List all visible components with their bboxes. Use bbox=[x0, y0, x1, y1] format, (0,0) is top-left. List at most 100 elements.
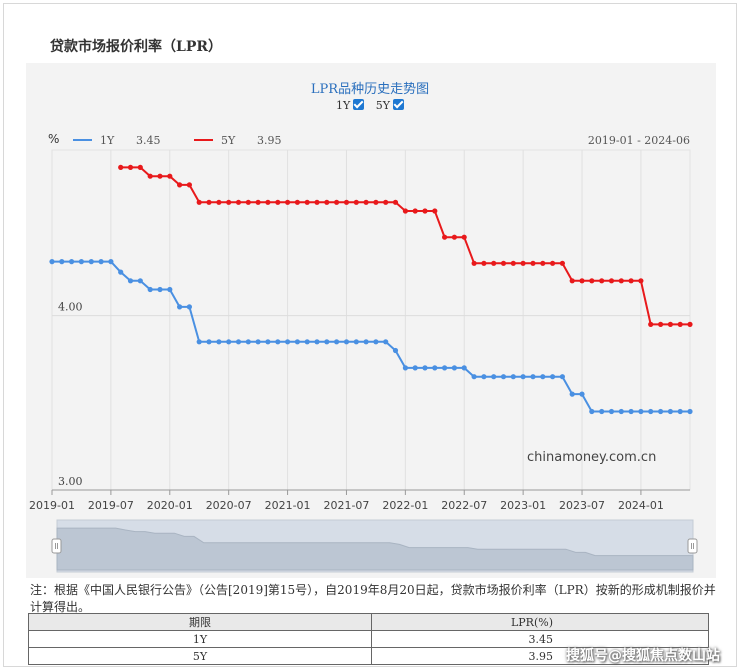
data-point-1y[interactable] bbox=[638, 408, 644, 415]
data-point-1y[interactable] bbox=[363, 339, 369, 345]
legend-1y[interactable]: 1Y 3.45 bbox=[73, 134, 161, 147]
data-point-1y[interactable] bbox=[442, 365, 448, 371]
data-point-5y[interactable] bbox=[324, 199, 330, 205]
data-point-1y[interactable] bbox=[599, 408, 605, 415]
data-point-5y[interactable] bbox=[432, 208, 438, 214]
data-point-5y[interactable] bbox=[157, 173, 163, 179]
data-point-1y[interactable] bbox=[118, 269, 124, 275]
data-point-1y[interactable] bbox=[530, 374, 536, 380]
data-point-1y[interactable] bbox=[461, 365, 467, 371]
data-point-1y[interactable] bbox=[618, 408, 624, 415]
data-point-5y[interactable] bbox=[579, 278, 585, 284]
data-point-5y[interactable] bbox=[363, 199, 369, 205]
data-point-1y[interactable] bbox=[127, 278, 134, 284]
toggle-5y[interactable]: 5Y bbox=[376, 99, 405, 112]
data-point-1y[interactable] bbox=[550, 374, 556, 380]
data-point-1y[interactable] bbox=[422, 365, 428, 371]
data-point-5y[interactable] bbox=[392, 199, 399, 205]
data-point-1y[interactable] bbox=[589, 408, 595, 415]
data-point-5y[interactable] bbox=[353, 199, 359, 205]
data-point-1y[interactable] bbox=[481, 374, 487, 380]
data-point-1y[interactable] bbox=[373, 339, 379, 345]
data-point-5y[interactable] bbox=[294, 199, 300, 205]
data-point-1y[interactable] bbox=[294, 339, 300, 345]
data-point-5y[interactable] bbox=[451, 234, 457, 240]
data-point-1y[interactable] bbox=[343, 339, 350, 345]
data-point-1y[interactable] bbox=[98, 259, 104, 265]
data-point-1y[interactable] bbox=[471, 374, 477, 380]
data-point-5y[interactable] bbox=[216, 199, 222, 205]
data-point-5y[interactable] bbox=[314, 199, 320, 205]
data-point-1y[interactable] bbox=[157, 286, 163, 293]
data-point-1y[interactable] bbox=[255, 339, 261, 345]
data-point-5y[interactable] bbox=[118, 164, 124, 170]
data-point-5y[interactable] bbox=[206, 199, 212, 205]
data-point-1y[interactable] bbox=[559, 374, 566, 380]
data-point-1y[interactable] bbox=[628, 408, 634, 415]
data-point-1y[interactable] bbox=[569, 391, 575, 397]
data-point-5y[interactable] bbox=[667, 321, 674, 327]
data-point-1y[interactable] bbox=[324, 339, 330, 345]
data-point-1y[interactable] bbox=[147, 286, 153, 293]
data-point-5y[interactable] bbox=[245, 199, 251, 205]
data-point-5y[interactable] bbox=[638, 278, 644, 284]
data-point-5y[interactable] bbox=[618, 278, 624, 284]
data-point-1y[interactable] bbox=[206, 339, 212, 345]
data-point-5y[interactable] bbox=[137, 164, 143, 170]
data-point-1y[interactable] bbox=[608, 408, 615, 415]
data-point-1y[interactable] bbox=[392, 347, 399, 354]
data-point-5y[interactable] bbox=[235, 199, 242, 205]
data-point-5y[interactable] bbox=[226, 199, 232, 205]
data-point-1y[interactable] bbox=[304, 339, 310, 345]
data-point-1y[interactable] bbox=[412, 365, 418, 371]
data-point-1y[interactable] bbox=[245, 339, 251, 345]
legend-5y[interactable]: 5Y 3.95 bbox=[194, 134, 282, 147]
data-point-5y[interactable] bbox=[186, 182, 192, 188]
data-point-5y[interactable] bbox=[373, 199, 379, 205]
data-point-5y[interactable] bbox=[461, 234, 467, 240]
data-point-5y[interactable] bbox=[402, 208, 408, 214]
data-point-1y[interactable] bbox=[275, 339, 281, 345]
data-point-5y[interactable] bbox=[628, 278, 634, 284]
data-point-5y[interactable] bbox=[177, 182, 183, 188]
data-point-1y[interactable] bbox=[451, 365, 457, 371]
data-point-5y[interactable] bbox=[559, 260, 566, 266]
data-point-5y[interactable] bbox=[658, 321, 664, 327]
data-point-5y[interactable] bbox=[471, 260, 477, 266]
data-point-5y[interactable] bbox=[550, 260, 556, 266]
data-point-5y[interactable] bbox=[285, 199, 291, 205]
data-point-1y[interactable] bbox=[69, 259, 75, 265]
data-point-1y[interactable] bbox=[510, 374, 516, 380]
data-point-1y[interactable] bbox=[658, 408, 664, 415]
data-point-5y[interactable] bbox=[383, 199, 389, 205]
navigator-right-handle[interactable] bbox=[687, 538, 698, 554]
data-point-1y[interactable] bbox=[314, 339, 320, 345]
data-point-5y[interactable] bbox=[255, 199, 261, 205]
checkbox-5y[interactable] bbox=[393, 99, 405, 110]
data-point-5y[interactable] bbox=[127, 164, 134, 170]
data-point-1y[interactable] bbox=[432, 365, 438, 371]
data-point-1y[interactable] bbox=[383, 339, 389, 345]
data-point-1y[interactable] bbox=[59, 259, 65, 265]
data-point-1y[interactable] bbox=[334, 339, 340, 345]
data-point-1y[interactable] bbox=[226, 339, 232, 345]
data-point-1y[interactable] bbox=[500, 374, 507, 380]
data-point-5y[interactable] bbox=[540, 260, 546, 266]
data-point-5y[interactable] bbox=[599, 278, 605, 284]
data-point-5y[interactable] bbox=[589, 278, 595, 284]
data-point-1y[interactable] bbox=[49, 259, 55, 265]
data-point-1y[interactable] bbox=[353, 339, 359, 345]
data-point-5y[interactable] bbox=[520, 260, 526, 266]
navigator-left-handle[interactable] bbox=[51, 538, 62, 554]
data-point-5y[interactable] bbox=[412, 208, 418, 214]
checkbox-1y[interactable] bbox=[353, 99, 365, 110]
data-point-1y[interactable] bbox=[491, 374, 497, 380]
data-point-5y[interactable] bbox=[608, 278, 615, 284]
data-point-1y[interactable] bbox=[285, 339, 291, 345]
data-point-5y[interactable] bbox=[569, 278, 575, 284]
data-point-5y[interactable] bbox=[491, 260, 497, 266]
data-point-1y[interactable] bbox=[88, 259, 94, 265]
toggle-1y[interactable]: 1Y bbox=[336, 99, 365, 112]
data-point-1y[interactable] bbox=[186, 304, 192, 310]
data-point-1y[interactable] bbox=[648, 408, 654, 415]
